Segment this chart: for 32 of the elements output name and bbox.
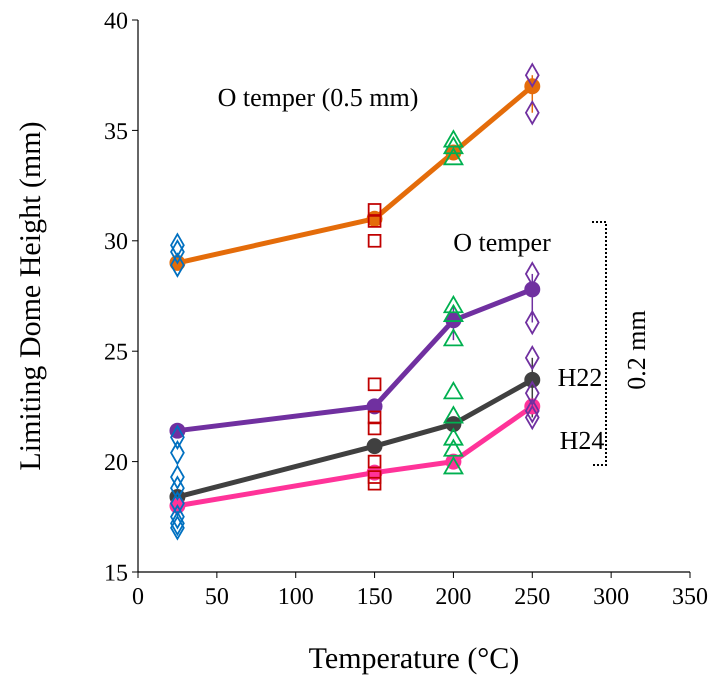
x-tick-label: 350 bbox=[672, 584, 708, 610]
point bbox=[368, 454, 382, 468]
y-tick-label: 25 bbox=[104, 340, 128, 366]
point bbox=[368, 234, 382, 248]
y-tick-label: 15 bbox=[104, 560, 128, 586]
point bbox=[368, 378, 382, 392]
y-tick-label: 40 bbox=[104, 8, 128, 34]
point bbox=[368, 470, 382, 484]
x-tick-label: 300 bbox=[593, 584, 630, 610]
x-axis-title: Temperature (°C) bbox=[308, 642, 520, 675]
x-tick-label: 100 bbox=[278, 584, 314, 610]
x-tick-label: 250 bbox=[514, 584, 550, 610]
y-tick-label: 35 bbox=[104, 118, 128, 145]
annotation: H22 bbox=[558, 363, 602, 392]
point bbox=[368, 476, 382, 490]
annotation: H24 bbox=[560, 426, 604, 456]
point bbox=[368, 422, 382, 436]
y-tick-label: 30 bbox=[104, 229, 128, 256]
x-tick-label: 200 bbox=[435, 584, 472, 610]
x-tick-label: 0 bbox=[132, 584, 144, 610]
annotation: 0.2 mm bbox=[622, 310, 652, 390]
point bbox=[524, 281, 540, 298]
x-tick-label: 150 bbox=[356, 584, 393, 610]
point bbox=[366, 438, 383, 454]
annotation: O temper (0.5 mm) bbox=[218, 83, 418, 112]
point bbox=[368, 214, 382, 228]
x-tick-label: 50 bbox=[204, 584, 229, 610]
point bbox=[368, 203, 382, 217]
annotation: O temper bbox=[453, 228, 552, 258]
y-axis-title: Limiting Dome Height (mm) bbox=[14, 121, 47, 471]
point bbox=[368, 410, 382, 424]
y-tick-label: 20 bbox=[104, 450, 128, 476]
